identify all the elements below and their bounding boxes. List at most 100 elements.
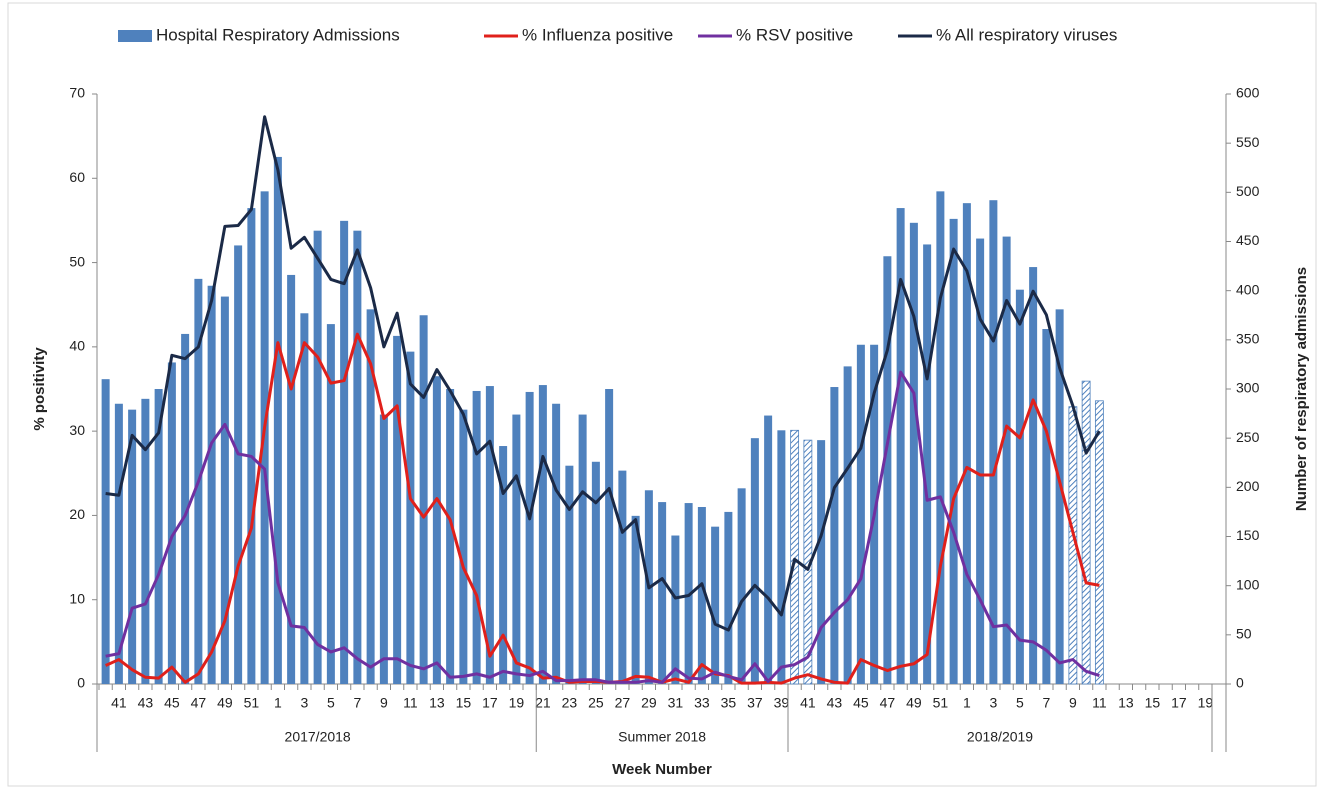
x-tick-label: 23 [562,695,578,711]
bar [366,309,375,684]
bar [207,285,216,684]
y-tick-label: 40 [69,338,85,354]
bar [896,208,905,685]
x-tick-label: 39 [774,695,790,711]
x-tick-label: 27 [615,695,631,711]
x-tick-label: 43 [138,695,154,711]
x-tick-label: 3 [989,695,997,711]
x-tick-label: 1 [963,695,971,711]
bar [154,389,163,684]
bar [764,415,773,684]
bar [631,515,640,684]
bar [1055,309,1064,684]
x-tick-label: 19 [1198,695,1214,711]
x-tick-label: 41 [800,695,816,711]
x-tick-label: 7 [353,695,361,711]
x-tick-label: 17 [482,695,498,711]
y2-tick-label: 250 [1236,429,1260,445]
x-tick-label: 49 [906,695,922,711]
bar [658,502,667,684]
bar [313,230,322,684]
y2-tick-label: 200 [1236,478,1260,494]
x-tick-label: 45 [164,695,180,711]
bar [843,366,852,684]
bar-hatched [790,429,800,685]
bar [128,409,137,684]
bar [777,430,786,684]
bar [817,440,826,684]
bar [406,351,415,684]
y-tick-label: 30 [69,422,85,438]
bar [181,333,190,684]
y-tick-label: 50 [69,253,85,269]
y2-tick-label: 500 [1236,183,1260,199]
bar [962,203,971,684]
y2-tick-label: 0 [1236,675,1244,691]
bar [538,385,547,684]
y2-tick-label: 50 [1236,626,1252,642]
line [105,370,1100,684]
legend-label: % Influenza positive [522,25,673,44]
chart-border [7,2,1317,787]
bar-hatched [1081,380,1091,685]
x-tick-label: 49 [217,695,233,711]
y2-tick-label: 450 [1236,232,1260,248]
x-tick-label: 9 [1069,695,1077,711]
bar [101,379,110,684]
x-group-label: Summer 2018 [618,729,706,745]
bar [724,511,733,684]
bar [459,409,468,684]
x-tick-label: 21 [535,695,551,711]
x-tick-label: 41 [111,695,127,711]
bar [432,376,441,684]
x-tick-label: 35 [721,695,737,711]
x-tick-label: 3 [300,695,308,711]
x-group-label: 2018/2019 [967,729,1033,745]
bar [273,156,282,684]
bar [552,403,561,684]
y2-axis-title: Number of respiratory admissions [1293,267,1310,511]
y-tick-label: 20 [69,506,85,522]
x-tick-label: 25 [588,695,604,711]
bar [512,414,521,684]
legend-label: % RSV positive [736,25,853,44]
y2-tick-label: 550 [1236,134,1260,150]
x-tick-label: 15 [1145,695,1161,711]
x-tick-label: 31 [668,695,684,711]
x-tick-label: 15 [456,695,472,711]
y2-tick-label: 100 [1236,576,1260,592]
bar [578,414,587,684]
y2-tick-label: 350 [1236,331,1260,347]
bar [472,390,481,684]
x-tick-label: 43 [827,695,843,711]
bar [499,446,508,684]
bar [989,200,998,684]
bar [909,222,918,685]
bar [234,245,243,684]
y2-tick-label: 600 [1236,85,1260,101]
bar [750,438,759,684]
bar [976,238,985,685]
legend-label: Hospital Respiratory Admissions [156,25,400,44]
x-tick-label: 29 [641,695,657,711]
bar [737,488,746,684]
x-axis-title: Week Number [612,761,712,778]
bar [830,387,839,684]
x-tick-label: 9 [380,695,388,711]
y-tick-label: 10 [69,590,85,606]
y2-tick-label: 150 [1236,527,1260,543]
bar [1015,289,1024,684]
x-tick-label: 37 [747,695,763,711]
bar [220,296,229,684]
bar [167,362,176,684]
x-tick-label: 5 [1016,695,1024,711]
bar [1002,236,1011,685]
x-group-label: 2017/2018 [285,729,351,745]
y-tick-label: 60 [69,169,85,185]
x-tick-label: 51 [244,695,260,711]
bar [379,414,388,684]
legend-label: % All respiratory viruses [936,25,1117,44]
x-tick-label: 13 [429,695,445,711]
bar [711,526,720,684]
line [105,115,1101,632]
